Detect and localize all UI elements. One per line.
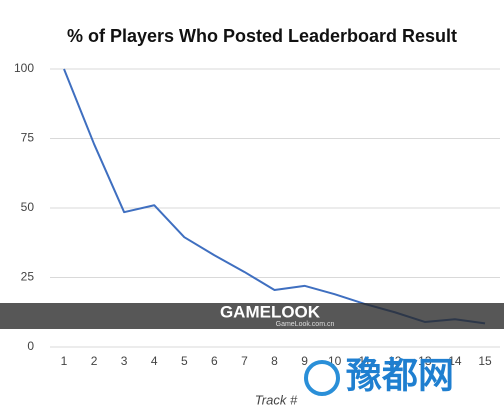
x-tick-label: 14 <box>448 354 462 368</box>
chart-title: % of Players Who Posted Leaderboard Resu… <box>67 26 457 46</box>
logo-icon <box>304 360 340 396</box>
x-tick-label: 11 <box>358 354 371 368</box>
watermark-site: GameLook.com.cn <box>276 321 335 328</box>
watermark-logo: 豫都网 <box>346 355 454 396</box>
y-tick-label: 0 <box>27 339 34 353</box>
watermark-brand: GAMELOOK <box>220 302 321 321</box>
x-tick-label: 9 <box>301 354 308 368</box>
x-tick-label: 2 <box>91 354 98 368</box>
x-tick-label: 3 <box>121 354 128 368</box>
x-tick-label: 1 <box>61 354 68 368</box>
x-tick-label: 5 <box>181 354 188 368</box>
x-tick-label: 15 <box>478 354 492 368</box>
y-tick-label: 50 <box>21 200 35 214</box>
x-axis-title: Track # <box>255 392 298 407</box>
y-tick-label: 75 <box>21 131 35 145</box>
data-line <box>63 68 486 325</box>
x-tick-label: 12 <box>388 354 402 368</box>
x-tick-label: 13 <box>418 354 432 368</box>
x-tick-label: 4 <box>151 354 158 368</box>
x-tick-label: 8 <box>271 354 278 368</box>
y-tick-label: 25 <box>21 270 35 284</box>
watermark-band <box>0 303 504 329</box>
y-tick-label: 100 <box>14 61 34 75</box>
x-tick-label: 6 <box>211 354 218 368</box>
x-tick-label: 7 <box>241 354 248 368</box>
